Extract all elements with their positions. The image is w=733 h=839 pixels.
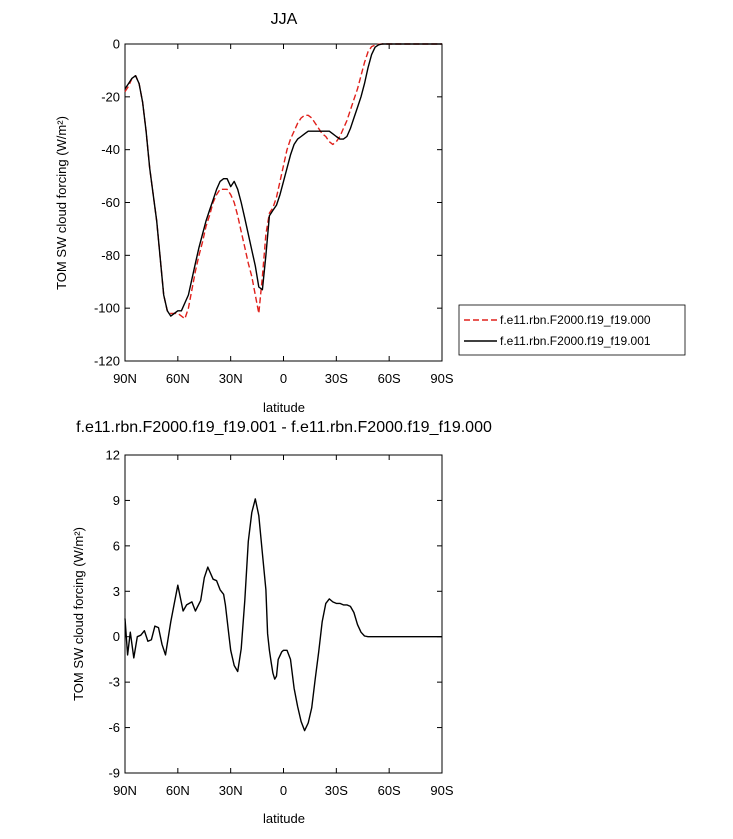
ytick-label: 12 xyxy=(106,448,120,463)
bottom-panel: f.e11.rbn.F2000.f19_f19.001 - f.e11.rbn.… xyxy=(71,419,492,826)
xtick-label: 30S xyxy=(325,783,348,798)
legend-label-series-000: f.e11.rbn.F2000.f19_f19.000 xyxy=(500,313,651,327)
bottom-panel-xlabel: latitude xyxy=(263,811,305,826)
ytick-label: -40 xyxy=(101,142,120,157)
top-panel: JJA 0 -20 -40 -60 -80 -100 -120 90N 60N 30N 0 30S 6… xyxy=(54,11,686,415)
bottom-panel-title: f.e11.rbn.F2000.f19_f19.001 - f.e11.rbn.… xyxy=(76,419,492,436)
ytick-label: -20 xyxy=(101,89,120,104)
ytick-label: -80 xyxy=(101,248,120,263)
ytick-label: 3 xyxy=(113,584,120,599)
xtick-label: 30N xyxy=(219,783,243,798)
legend-label-series-001: f.e11.rbn.F2000.f19_f19.001 xyxy=(500,334,651,348)
ytick-label: 6 xyxy=(113,538,120,553)
ytick-label: 0 xyxy=(113,37,120,52)
ytick-label: 0 xyxy=(113,629,120,644)
xtick-label: 0 xyxy=(280,783,287,798)
xtick-label: 90N xyxy=(113,371,137,386)
xtick-label: 60S xyxy=(378,371,401,386)
xtick-label: 30N xyxy=(219,371,243,386)
top-panel-ylabel: TOM SW cloud forcing (W/m²) xyxy=(54,116,69,290)
xtick-label: 90S xyxy=(430,371,453,386)
legend-box xyxy=(458,304,686,356)
ytick-label: -60 xyxy=(101,195,120,210)
xtick-label: 90S xyxy=(430,783,453,798)
ytick-label: -6 xyxy=(108,720,120,735)
xtick-label: 90N xyxy=(113,783,137,798)
series-line-0-1 xyxy=(124,43,442,317)
xtick-label: 60N xyxy=(166,783,190,798)
top-panel-title: JJA xyxy=(271,11,298,28)
ytick-label: -100 xyxy=(94,301,120,316)
ytick-label: -9 xyxy=(108,766,120,781)
xtick-label: 60S xyxy=(378,783,401,798)
top-panel-xlabel: latitude xyxy=(263,400,305,415)
ytick-label: -120 xyxy=(94,354,120,369)
series-line-1-0 xyxy=(124,498,442,732)
xtick-label: 60N xyxy=(166,371,190,386)
xtick-label: 30S xyxy=(325,371,348,386)
bottom-panel-ylabel: TOM SW cloud forcing (W/m²) xyxy=(71,527,86,701)
ytick-label: -3 xyxy=(108,675,120,690)
legend: f.e11.rbn.F2000.f19_f19.000 f.e11.rbn.F2… xyxy=(458,304,686,356)
xtick-label: 0 xyxy=(280,371,287,386)
ytick-label: 9 xyxy=(113,493,120,508)
